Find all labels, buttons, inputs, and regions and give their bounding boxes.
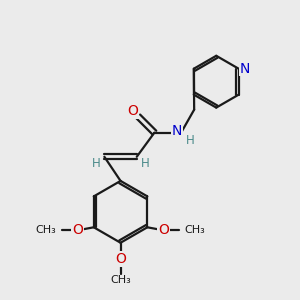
Text: O: O [72, 223, 83, 237]
Text: O: O [128, 104, 138, 118]
Text: H: H [185, 134, 194, 147]
Text: CH₃: CH₃ [110, 275, 131, 285]
Text: H: H [141, 157, 149, 170]
Text: O: O [115, 252, 126, 266]
Text: CH₃: CH₃ [185, 225, 206, 235]
Text: N: N [172, 124, 182, 138]
Text: N: N [240, 62, 250, 76]
Text: H: H [92, 157, 100, 170]
Text: CH₃: CH₃ [36, 225, 56, 235]
Text: O: O [158, 223, 169, 237]
